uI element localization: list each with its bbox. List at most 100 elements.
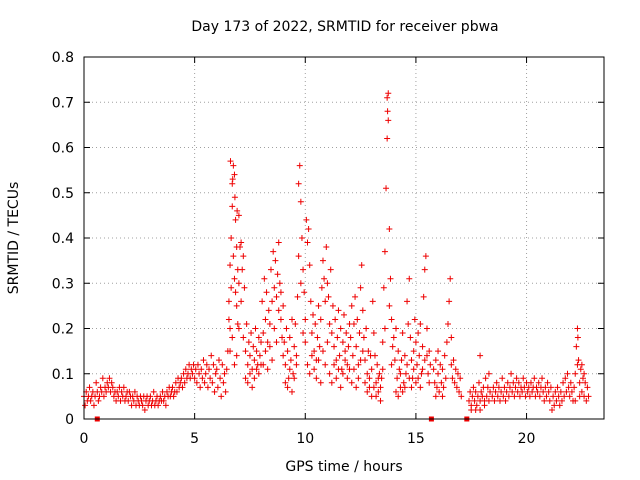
data-point [240, 334, 247, 341]
data-point [410, 366, 417, 373]
data-point [443, 339, 450, 346]
data-point [404, 298, 411, 305]
data-point [258, 339, 265, 346]
data-point [264, 339, 271, 346]
data-point [311, 348, 318, 355]
data-point [397, 370, 404, 377]
data-point [82, 402, 89, 409]
data-point [358, 262, 365, 269]
data-point [402, 370, 409, 377]
data-point [373, 393, 380, 400]
data-point [326, 370, 333, 377]
data-point [232, 289, 239, 296]
data-point [242, 348, 249, 355]
data-points [81, 90, 592, 413]
data-point [527, 379, 534, 386]
data-point [520, 375, 527, 382]
data-point [262, 348, 269, 355]
data-point [352, 293, 359, 300]
data-point [304, 239, 311, 246]
data-point [389, 343, 396, 350]
data-point [282, 361, 289, 368]
data-point [390, 334, 397, 341]
data-point [225, 298, 232, 305]
data-point [298, 235, 305, 241]
data-point [179, 384, 186, 391]
data-point [214, 384, 221, 391]
data-point [456, 388, 463, 395]
data-point [237, 244, 243, 251]
data-point [344, 361, 351, 368]
data-point [231, 194, 238, 201]
data-point [253, 366, 260, 373]
data-point [286, 334, 293, 341]
data-point [305, 225, 312, 232]
data-point [420, 293, 427, 300]
data-point [267, 266, 274, 273]
data-point [379, 339, 386, 346]
data-point [332, 316, 339, 323]
data-point [260, 361, 267, 368]
data-point [286, 366, 293, 373]
data-point [308, 352, 315, 359]
data-point [417, 384, 424, 391]
data-point [384, 135, 391, 142]
data-point [370, 384, 377, 391]
data-point [326, 320, 333, 327]
data-point [281, 339, 288, 346]
data-point [284, 384, 291, 391]
x-axis-label: GPS time / hours [285, 459, 402, 475]
data-point [395, 348, 402, 355]
data-point [354, 316, 361, 323]
data-point [584, 384, 591, 391]
data-point [294, 293, 301, 300]
data-point [252, 325, 259, 332]
data-point [447, 275, 454, 282]
data-point [337, 384, 344, 391]
data-point [416, 352, 423, 359]
data-point [477, 352, 484, 359]
x-tick-label: 10 [296, 431, 314, 447]
data-point [370, 330, 377, 337]
data-point [255, 370, 262, 377]
data-point [574, 334, 581, 341]
data-point [283, 325, 290, 332]
plot-frame [83, 56, 605, 420]
data-point [318, 284, 325, 291]
data-point [549, 406, 555, 413]
data-point [441, 352, 448, 359]
data-point [380, 284, 387, 291]
data-point [243, 320, 250, 327]
data-point [515, 379, 522, 386]
data-point [547, 384, 554, 391]
data-point [485, 370, 492, 377]
data-point [194, 361, 201, 368]
data-point [544, 379, 551, 386]
data-point [291, 343, 298, 350]
data-point [139, 402, 146, 409]
data-point [344, 375, 351, 382]
data-point [365, 348, 372, 355]
data-point [492, 388, 499, 395]
data-point [141, 406, 148, 413]
data-point [386, 225, 393, 232]
data-point [218, 393, 225, 400]
data-point [131, 388, 138, 395]
data-point [493, 379, 500, 386]
data-point [395, 393, 402, 400]
data-point [379, 366, 386, 373]
data-point [353, 343, 360, 350]
data-point [275, 307, 282, 314]
data-point [534, 388, 541, 395]
grid [84, 57, 604, 419]
data-point [327, 266, 334, 273]
data-point [571, 384, 578, 391]
data-point [477, 406, 484, 413]
data-point [303, 216, 310, 223]
data-point [331, 361, 338, 368]
data-point [272, 257, 279, 264]
data-point [266, 343, 273, 350]
data-point [212, 370, 219, 377]
data-point [399, 388, 406, 395]
data-point [270, 248, 277, 255]
